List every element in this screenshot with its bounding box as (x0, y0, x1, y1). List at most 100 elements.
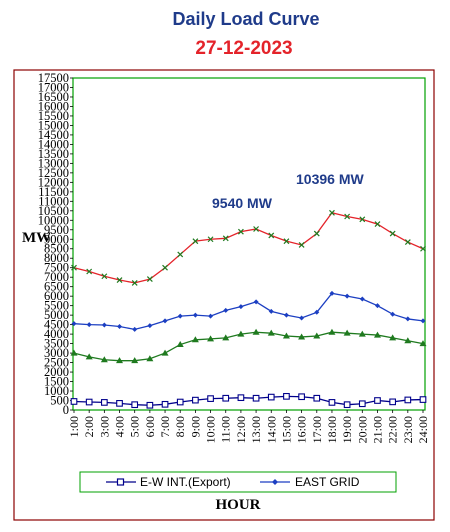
data-point (253, 226, 260, 232)
data-point (358, 400, 366, 408)
y-tick-label: 14500 (38, 128, 69, 142)
data-point (298, 242, 305, 248)
y-tick-label: 13000 (38, 156, 69, 170)
series-layer (70, 209, 427, 409)
data-point (374, 221, 381, 228)
data-point (299, 315, 305, 321)
data-point (283, 238, 290, 245)
y-tick-label: 5000 (44, 308, 69, 322)
data-point (131, 357, 139, 364)
legend-label-east-grid: EAST GRID (295, 475, 360, 489)
data-point (117, 324, 123, 330)
y-tick-label: 8500 (44, 242, 69, 256)
data-point (146, 401, 154, 409)
data-point (405, 316, 411, 322)
data-point (313, 394, 321, 402)
data-point (192, 396, 199, 404)
y-tick-label: 9500 (44, 223, 69, 237)
data-point (70, 398, 78, 405)
y-tick-label: 500 (50, 394, 69, 408)
x-tick-label: 18:00 (325, 416, 339, 443)
data-point (207, 236, 214, 243)
y-tick-label: 2500 (44, 356, 69, 370)
x-tick-label: 5:00 (128, 416, 142, 437)
y-tick-label: 4000 (44, 327, 69, 341)
data-point (207, 335, 215, 342)
x-tick-label: 2:00 (82, 416, 96, 437)
y-tick-label: 1000 (44, 384, 69, 398)
data-point (237, 330, 245, 337)
y-tick-label: 15500 (38, 109, 69, 123)
data-point (116, 277, 123, 283)
x-tick-label: 17:00 (310, 416, 324, 443)
data-point (146, 276, 153, 283)
x-tick-label: 1:00 (67, 416, 81, 437)
data-point (147, 323, 153, 329)
x-tick-label: 16:00 (295, 416, 309, 443)
data-point (404, 396, 412, 404)
y-tick-label: 7500 (44, 261, 69, 275)
y-tick-label: 9000 (44, 232, 69, 246)
y-axis: 0500100015002000250030003500400045005000… (38, 71, 73, 417)
x-tick-label: 12:00 (234, 416, 248, 443)
data-point (359, 296, 365, 302)
data-point (420, 245, 426, 252)
y-tick-label: 10000 (38, 213, 69, 227)
data-point (252, 394, 260, 402)
y-tick-label: 3500 (44, 337, 69, 351)
chart-title: Daily Load Curve (172, 9, 319, 29)
y-tick-label: 17500 (38, 71, 69, 85)
y-tick-label: 17000 (38, 80, 69, 94)
y-tick-label: 6000 (44, 289, 69, 303)
data-point (222, 394, 230, 402)
data-point (131, 279, 138, 286)
data-point (192, 238, 199, 245)
y-tick-label: 14000 (38, 137, 69, 151)
data-point (223, 307, 229, 313)
x-tick-label: 20:00 (355, 416, 369, 443)
data-point (177, 313, 183, 319)
y-tick-label: 15000 (38, 118, 69, 132)
data-point (222, 235, 229, 242)
x-tick-label: 6:00 (143, 416, 157, 437)
data-point (100, 356, 108, 363)
data-point (238, 304, 244, 310)
data-point (419, 396, 427, 403)
data-point (419, 340, 427, 347)
data-point (374, 303, 380, 309)
data-point (268, 232, 275, 239)
data-point (116, 400, 123, 407)
annotation-peak-2: 10396 MW (296, 171, 364, 187)
data-point (132, 326, 138, 332)
data-point (420, 318, 426, 324)
x-axis-label: HOUR (216, 497, 261, 513)
data-point (283, 312, 289, 318)
data-point (146, 355, 154, 362)
data-point (389, 334, 397, 341)
x-tick-label: 14:00 (264, 416, 278, 443)
data-point (71, 321, 77, 327)
x-tick-label: 7:00 (158, 416, 172, 437)
y-tick-label: 10500 (38, 204, 69, 218)
data-point (358, 330, 366, 337)
x-tick-label: 8:00 (173, 416, 187, 437)
data-point (328, 399, 336, 406)
data-point (328, 328, 336, 335)
data-point (86, 268, 93, 275)
y-tick-label: 6500 (44, 280, 69, 294)
y-tick-label: 0 (63, 403, 69, 417)
legend-marker-east-grid (272, 479, 278, 485)
data-point (298, 393, 305, 401)
x-tick-label: 10:00 (204, 416, 218, 443)
data-point (191, 336, 199, 343)
data-point (283, 392, 290, 400)
y-tick-label: 8000 (44, 251, 69, 265)
legend-item-ew-int: E-W INT.(Export) (106, 475, 231, 489)
data-point (116, 357, 124, 364)
x-tick-label: 11:00 (219, 416, 233, 443)
data-point (131, 401, 139, 409)
data-point (313, 230, 320, 237)
data-point (237, 394, 245, 402)
series-line (73, 292, 424, 331)
